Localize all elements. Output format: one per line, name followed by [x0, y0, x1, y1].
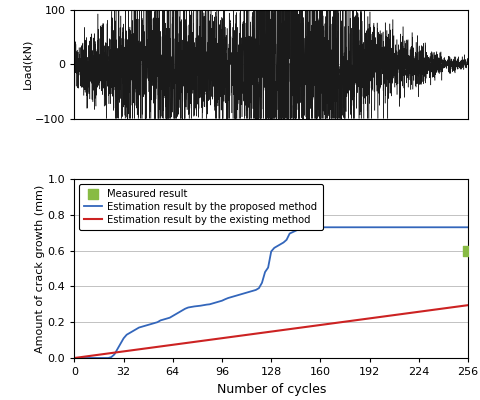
- X-axis label: Number of cycles: Number of cycles: [216, 382, 326, 396]
- Line: Estimation result by the proposed method: Estimation result by the proposed method: [74, 227, 468, 358]
- Estimation result by the proposed method: [213, 300, 219, 305]
- Estimation result by the proposed method: [287, 231, 292, 236]
- Estimation result by the proposed method: [465, 225, 471, 230]
- Estimation result by the proposed method: [302, 226, 308, 230]
- Estimation result by the proposed method: [152, 321, 157, 326]
- Estimation result by the proposed method: [333, 225, 339, 230]
- Estimation result by the proposed method: [310, 225, 315, 230]
- Y-axis label: Amount of crack growth (mm): Amount of crack growth (mm): [35, 184, 45, 352]
- Measured result: [464, 247, 472, 254]
- Estimation result by the proposed method: [176, 310, 182, 315]
- Estimation result by the proposed method: [72, 356, 77, 360]
- Legend: Measured result, Estimation result by the proposed method, Estimation result by : Measured result, Estimation result by th…: [79, 184, 323, 230]
- Y-axis label: Load(kN): Load(kN): [22, 39, 32, 90]
